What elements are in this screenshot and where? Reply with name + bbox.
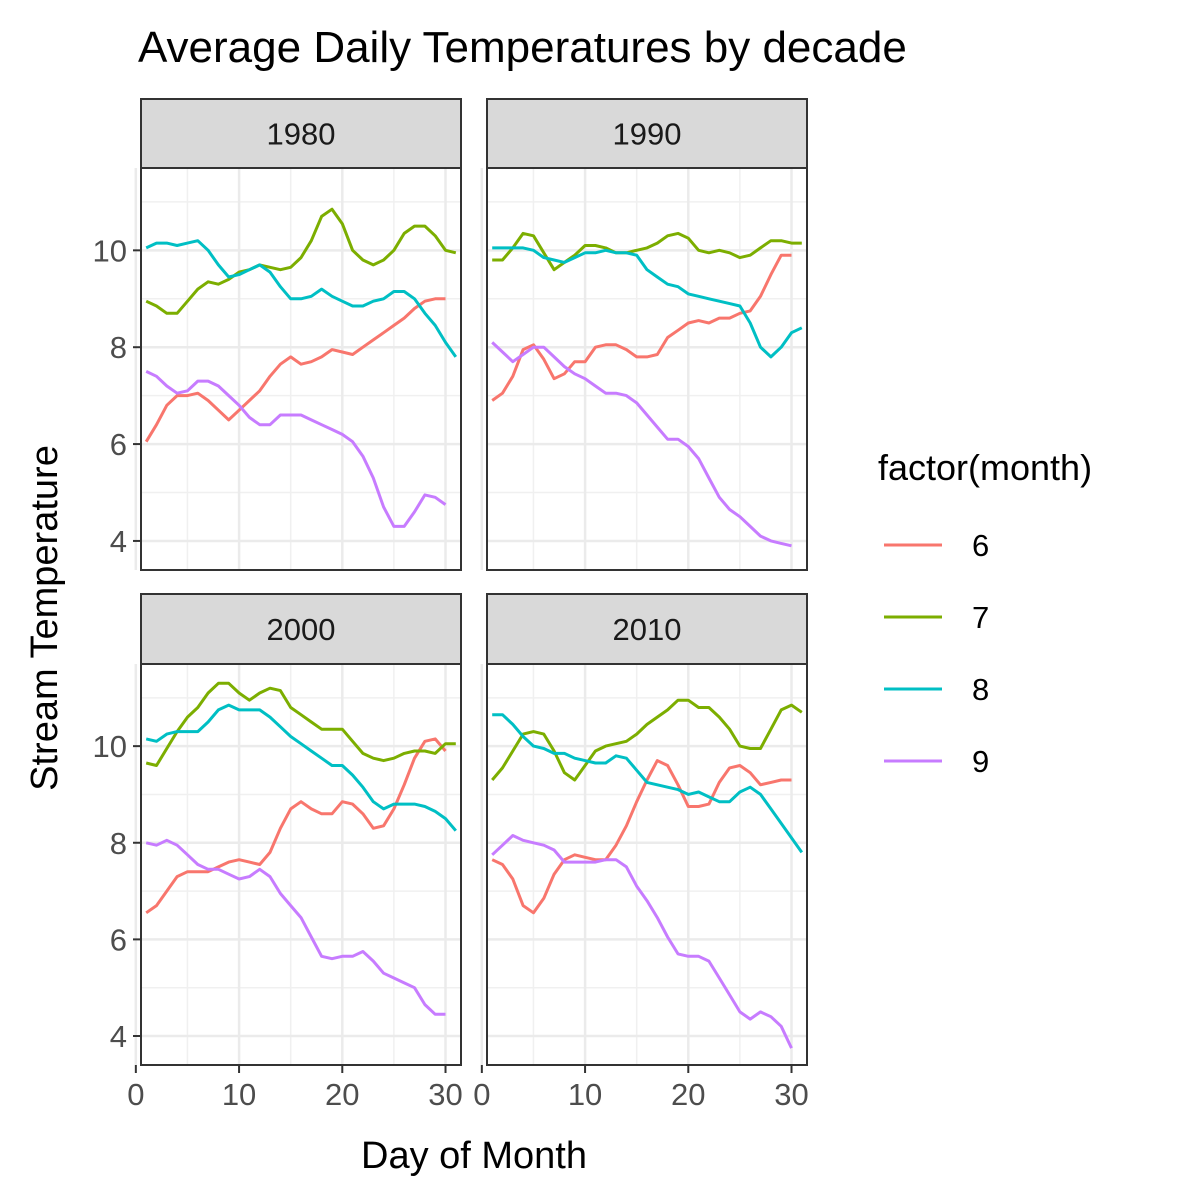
- series-line-month-7: [492, 231, 802, 272]
- legend-title: factor(month): [878, 447, 1092, 488]
- legend-label-month-9: 9: [972, 744, 989, 779]
- panel-2010: 2010: [480, 593, 808, 1066]
- series-line-month-8: [145, 703, 457, 832]
- series-line-month-7: [491, 698, 803, 782]
- y-tick-label: 10: [93, 233, 127, 268]
- y-tick-label: 4: [110, 524, 127, 559]
- series-line-month-7: [145, 207, 457, 315]
- series-line-month-7: [145, 681, 456, 767]
- chart-title: Average Daily Temperatures by decade: [138, 23, 907, 72]
- y-tick-label: 6: [110, 922, 127, 957]
- strip-background: [140, 98, 462, 169]
- panel-2000: 2000: [134, 593, 462, 1066]
- series-line-month-9: [145, 838, 446, 1016]
- y-axis-ticks: 4 6 8 10 4 6 8 10: [93, 233, 141, 1054]
- x-tick-label: 10: [568, 1077, 602, 1112]
- series-line-month-8: [492, 246, 803, 359]
- legend-label-month-6: 6: [972, 528, 989, 563]
- x-tick-label: 30: [774, 1077, 808, 1112]
- strip-label: 2010: [613, 612, 682, 647]
- series-line-month-9: [491, 834, 793, 1049]
- x-axis-ticks: 0 10 20 30 0 10 20 30: [127, 1065, 809, 1112]
- panel-background: [487, 664, 807, 1065]
- strip-label: 1990: [613, 117, 682, 152]
- panel-border: [486, 167, 808, 571]
- panel-border: [140, 663, 462, 1066]
- x-tick-label: 0: [127, 1077, 144, 1112]
- panel-1990: 1990: [480, 98, 808, 571]
- y-tick-label: 8: [110, 826, 127, 861]
- series-line-month-9: [491, 341, 792, 548]
- panel-background: [141, 168, 461, 570]
- strip-background: [140, 593, 462, 665]
- strip-background: [486, 98, 808, 169]
- series-line-month-8: [145, 239, 458, 358]
- y-axis-title: Stream Temperature: [24, 445, 66, 791]
- strip-background: [486, 593, 808, 665]
- series-line-month-6: [144, 297, 446, 443]
- x-axis-title: Day of Month: [361, 1135, 587, 1177]
- x-tick-label: 20: [325, 1077, 359, 1112]
- legend-label-month-7: 7: [972, 600, 989, 635]
- facet-panels: 1980 1990 2000 2010: [134, 98, 808, 1066]
- legend-label-month-8: 8: [972, 672, 989, 707]
- panel-background: [487, 168, 807, 570]
- x-tick-label: 20: [671, 1077, 705, 1112]
- y-tick-label: 6: [110, 427, 127, 462]
- strip-label: 1980: [267, 117, 336, 152]
- panel-border: [140, 167, 462, 571]
- y-tick-label: 10: [93, 729, 127, 764]
- y-tick-label: 4: [110, 1019, 127, 1054]
- panel-1980: 1980: [134, 98, 462, 571]
- series-line-month-8: [492, 713, 804, 854]
- strip-label: 2000: [267, 612, 336, 647]
- series-line-month-6: [491, 253, 792, 402]
- legend: factor(month) 6 7 8 9: [878, 447, 1092, 779]
- y-tick-label: 8: [110, 330, 127, 365]
- x-tick-label: 30: [428, 1077, 462, 1112]
- panel-background: [141, 664, 461, 1065]
- panel-border: [486, 663, 808, 1066]
- series-line-month-9: [145, 370, 447, 528]
- series-line-month-6: [491, 759, 792, 915]
- x-tick-label: 10: [222, 1077, 256, 1112]
- x-tick-label: 0: [473, 1077, 490, 1112]
